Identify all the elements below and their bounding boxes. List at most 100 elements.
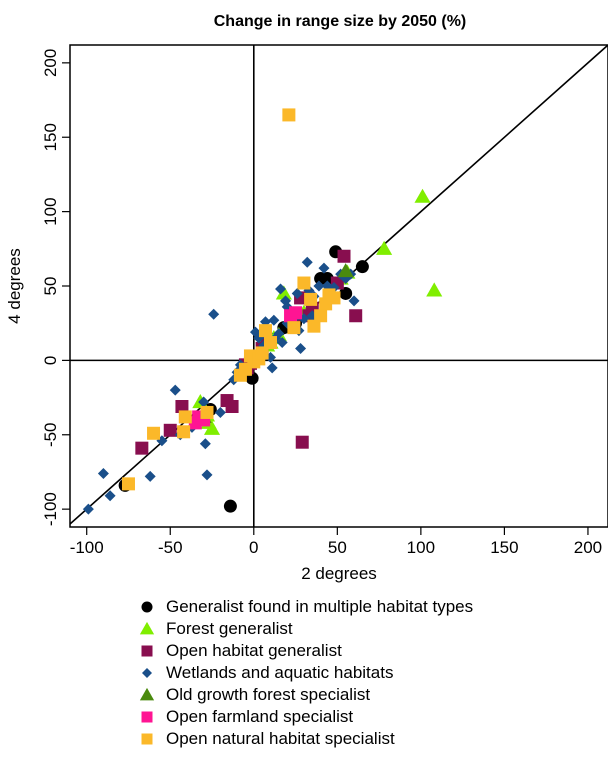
legend-label: Open farmland specialist bbox=[166, 707, 354, 726]
chart-title: Change in range size by 2050 (%) bbox=[214, 13, 467, 30]
legend-label: Generalist found in multiple habitat typ… bbox=[166, 597, 474, 616]
data-point bbox=[135, 441, 149, 455]
legend-item: Old growth forest specialist bbox=[138, 684, 473, 706]
x-tick-label: 0 bbox=[249, 538, 258, 557]
legend-marker-icon bbox=[141, 645, 153, 657]
data-point bbox=[208, 308, 220, 320]
y-axis-label: 4 degrees bbox=[5, 248, 24, 324]
data-point bbox=[263, 336, 277, 350]
data-point bbox=[200, 405, 214, 419]
data-point bbox=[314, 309, 328, 323]
data-point bbox=[199, 438, 211, 450]
data-point bbox=[169, 384, 181, 396]
data-point bbox=[258, 324, 272, 338]
x-tick-label: 150 bbox=[490, 538, 518, 557]
data-point bbox=[291, 287, 303, 299]
data-point bbox=[337, 249, 351, 263]
legend-label: Forest generalist bbox=[166, 619, 293, 638]
data-point bbox=[426, 282, 443, 297]
legend-marker-icon bbox=[142, 668, 152, 678]
data-point bbox=[97, 467, 109, 479]
y-tick-label: 150 bbox=[41, 123, 60, 151]
data-point bbox=[376, 240, 393, 255]
data-point bbox=[225, 400, 239, 413]
legend-marker-icon bbox=[141, 601, 153, 613]
data-point bbox=[275, 283, 287, 295]
legend-label: Old growth forest specialist bbox=[166, 685, 371, 704]
x-tick-label: 100 bbox=[407, 538, 435, 557]
legend-marker-icon bbox=[141, 711, 153, 723]
legend-label: Open natural habitat specialist bbox=[166, 729, 395, 748]
data-point bbox=[223, 499, 237, 513]
legend-label: Open habitat generalist bbox=[166, 641, 342, 660]
data-point bbox=[147, 426, 161, 440]
legend-item: Wetlands and aquatic habitats bbox=[138, 662, 473, 684]
data-point bbox=[313, 280, 325, 292]
data-point bbox=[318, 262, 330, 274]
data-point bbox=[295, 435, 309, 449]
data-point bbox=[201, 469, 213, 481]
legend-item: Open farmland specialist bbox=[138, 706, 473, 728]
data-point bbox=[295, 342, 307, 354]
y-tick-label: 100 bbox=[41, 197, 60, 225]
data-point bbox=[307, 319, 321, 333]
data-point bbox=[214, 406, 226, 418]
data-point bbox=[255, 346, 269, 360]
series-6 bbox=[121, 108, 341, 491]
data-point bbox=[198, 396, 210, 408]
x-axis-label: 2 degrees bbox=[301, 564, 377, 583]
data-point bbox=[175, 400, 189, 413]
data-point bbox=[266, 362, 278, 374]
legend-item: Forest generalist bbox=[138, 618, 473, 640]
data-point bbox=[144, 470, 156, 482]
legend-marker bbox=[141, 733, 153, 745]
data-point bbox=[301, 256, 313, 268]
data-point bbox=[337, 263, 354, 278]
data-point bbox=[349, 309, 363, 323]
data-point bbox=[276, 337, 288, 349]
data-point bbox=[178, 410, 192, 424]
data-point bbox=[163, 423, 177, 437]
data-point bbox=[203, 420, 221, 435]
data-point bbox=[297, 276, 311, 290]
y-tick-label: -50 bbox=[41, 422, 60, 447]
legend-label: Wetlands and aquatic habitats bbox=[166, 663, 394, 682]
x-tick-label: -50 bbox=[158, 538, 183, 557]
y-tick-label: -100 bbox=[41, 492, 60, 526]
x-tick-label: 200 bbox=[574, 538, 602, 557]
legend-item: Open natural habitat specialist bbox=[138, 728, 473, 750]
legend-marker-icon bbox=[141, 733, 153, 745]
legend-marker bbox=[139, 621, 155, 635]
data-point bbox=[268, 314, 280, 326]
data-point bbox=[82, 503, 94, 515]
data-point bbox=[282, 108, 296, 122]
data-point bbox=[287, 321, 301, 335]
data-point bbox=[348, 295, 360, 307]
data-point bbox=[289, 306, 303, 320]
legend-item: Open habitat generalist bbox=[138, 640, 473, 662]
legend-item: Generalist found in multiple habitat typ… bbox=[138, 596, 473, 618]
legend-marker bbox=[142, 668, 152, 678]
legend-marker bbox=[141, 601, 153, 613]
data-point bbox=[104, 490, 116, 502]
legend-marker bbox=[141, 711, 153, 723]
data-point bbox=[414, 188, 431, 203]
data-point bbox=[304, 292, 318, 306]
data-point bbox=[177, 425, 191, 439]
data-point bbox=[355, 260, 369, 274]
legend-marker bbox=[141, 645, 153, 657]
legend-marker-icon bbox=[139, 621, 155, 635]
data-point bbox=[327, 291, 341, 305]
data-point bbox=[121, 477, 135, 491]
data-point bbox=[275, 285, 292, 300]
y-tick-label: 200 bbox=[41, 49, 60, 77]
y-tick-label: 50 bbox=[41, 277, 60, 296]
y-tick-label: 0 bbox=[41, 356, 60, 365]
x-tick-label: 50 bbox=[328, 538, 347, 557]
chart-legend: Generalist found in multiple habitat typ… bbox=[138, 596, 473, 750]
scatter-chart: Change in range size by 2050 (%) -100 -50… bbox=[5, 13, 608, 583]
data-point bbox=[339, 286, 353, 300]
x-tick-label: -100 bbox=[70, 538, 104, 557]
legend-marker-icon bbox=[139, 687, 155, 701]
data-point bbox=[320, 272, 334, 286]
